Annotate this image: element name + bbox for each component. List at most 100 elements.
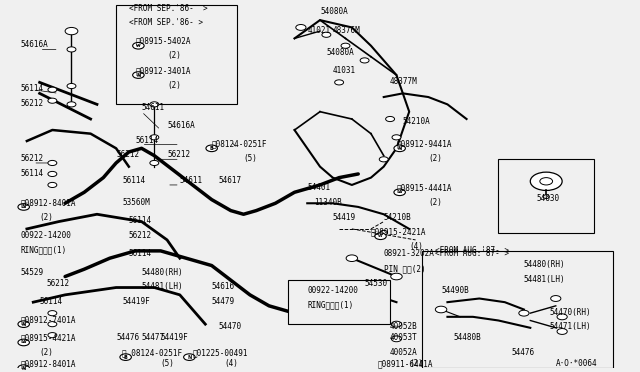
Circle shape	[48, 182, 57, 187]
Text: <FROM AUG.'87- >: <FROM AUG.'87- >	[435, 246, 509, 254]
Text: N: N	[22, 322, 26, 327]
Text: (2): (2)	[40, 212, 54, 222]
Text: 54481(LH): 54481(LH)	[524, 275, 566, 284]
Text: A·O·*0064: A·O·*0064	[556, 359, 597, 368]
Text: (2): (2)	[428, 198, 442, 207]
Text: 56114: 56114	[40, 297, 63, 306]
Text: 54611: 54611	[141, 103, 164, 112]
Text: ⒵ 08124-0251F: ⒵ 08124-0251F	[122, 348, 182, 357]
Text: 54210B: 54210B	[384, 212, 412, 222]
Text: 41031: 41031	[333, 66, 356, 75]
Circle shape	[394, 145, 405, 152]
Circle shape	[519, 310, 529, 316]
Text: (2): (2)	[167, 81, 181, 90]
Circle shape	[335, 80, 344, 85]
Text: 00922-14200: 00922-14200	[20, 231, 72, 240]
Circle shape	[341, 43, 350, 48]
Text: 54480(RH): 54480(RH)	[141, 267, 183, 276]
Text: 54617: 54617	[218, 176, 241, 185]
Text: N: N	[397, 146, 402, 151]
Text: 54210A: 54210A	[403, 117, 431, 126]
Text: 54530: 54530	[365, 279, 388, 288]
Text: 54481(LH): 54481(LH)	[141, 282, 183, 291]
Text: (5): (5)	[244, 154, 257, 163]
Text: N: N	[22, 205, 26, 209]
Circle shape	[557, 314, 567, 320]
Text: 48376M: 48376M	[333, 26, 360, 35]
Circle shape	[48, 98, 57, 103]
Text: 48377M: 48377M	[390, 77, 418, 86]
Text: 54419F: 54419F	[122, 297, 150, 306]
Text: 11340B: 11340B	[314, 198, 341, 207]
Circle shape	[206, 145, 218, 152]
Text: 56212: 56212	[20, 154, 44, 163]
Text: (5): (5)	[161, 359, 175, 368]
Text: 54611: 54611	[180, 176, 203, 185]
Circle shape	[550, 296, 561, 301]
Circle shape	[531, 172, 562, 190]
Text: 54080A: 54080A	[326, 48, 354, 57]
Text: Ⓧ08915-4421A: Ⓧ08915-4421A	[20, 333, 76, 343]
Text: 56212: 56212	[20, 99, 44, 108]
Text: ⓝ08912-8401A: ⓝ08912-8401A	[20, 359, 76, 368]
Text: W: W	[378, 234, 383, 238]
Text: 56212: 56212	[116, 150, 140, 159]
Text: 41021: 41021	[307, 26, 330, 35]
Text: N: N	[22, 366, 26, 371]
Circle shape	[48, 87, 57, 92]
Circle shape	[67, 83, 76, 89]
Text: (2): (2)	[167, 51, 181, 60]
Text: 56212: 56212	[167, 150, 190, 159]
Circle shape	[543, 195, 549, 199]
Text: W: W	[136, 44, 141, 48]
Text: 54616A: 54616A	[167, 121, 195, 130]
Text: <FROM AUG.'87- >: <FROM AUG.'87- >	[435, 249, 509, 258]
Text: RINGリング(1): RINGリング(1)	[307, 301, 353, 310]
Circle shape	[48, 321, 57, 327]
Text: B: B	[124, 355, 127, 360]
Text: 56212: 56212	[129, 231, 152, 240]
Text: 54630: 54630	[537, 194, 560, 203]
Text: 40052A: 40052A	[390, 348, 418, 357]
Text: ⓝ08912-8401A: ⓝ08912-8401A	[20, 198, 76, 207]
Circle shape	[18, 339, 29, 346]
Text: 54470(RH): 54470(RH)	[549, 308, 591, 317]
Circle shape	[48, 333, 57, 338]
Circle shape	[18, 321, 29, 327]
Circle shape	[18, 203, 29, 210]
Text: ⓝ08911-6441A: ⓝ08911-6441A	[378, 359, 433, 368]
Circle shape	[540, 177, 552, 185]
Circle shape	[360, 58, 369, 63]
Text: 54490B: 54490B	[441, 286, 469, 295]
Text: Ⓧ08915-5402A: Ⓧ08915-5402A	[135, 37, 191, 46]
Circle shape	[150, 135, 159, 140]
Text: Ⓐ08124-0251F: Ⓐ08124-0251F	[212, 140, 267, 148]
Text: 54480B: 54480B	[454, 333, 481, 343]
Circle shape	[557, 328, 567, 334]
Circle shape	[150, 102, 159, 107]
Circle shape	[435, 306, 447, 313]
Text: 56114: 56114	[129, 249, 152, 258]
Text: PIN ピン(2): PIN ピン(2)	[384, 264, 426, 273]
Text: 56212: 56212	[46, 279, 69, 288]
Circle shape	[184, 354, 195, 360]
Text: (4): (4)	[225, 359, 238, 368]
Text: 54470: 54470	[218, 323, 241, 331]
Circle shape	[48, 311, 57, 316]
Circle shape	[346, 255, 358, 262]
Text: 08921-3202A: 08921-3202A	[384, 249, 435, 258]
FancyBboxPatch shape	[288, 280, 390, 324]
Circle shape	[296, 25, 306, 31]
Circle shape	[120, 354, 131, 360]
Text: 54401: 54401	[307, 183, 330, 192]
Circle shape	[67, 47, 76, 52]
Circle shape	[392, 135, 401, 140]
Circle shape	[65, 28, 78, 35]
Circle shape	[48, 160, 57, 166]
Circle shape	[375, 233, 387, 240]
Text: 53560M: 53560M	[122, 198, 150, 207]
Text: 54477: 54477	[141, 333, 164, 343]
Text: (2): (2)	[428, 154, 442, 163]
Text: 54419F: 54419F	[161, 333, 188, 343]
Text: (2): (2)	[409, 359, 423, 368]
